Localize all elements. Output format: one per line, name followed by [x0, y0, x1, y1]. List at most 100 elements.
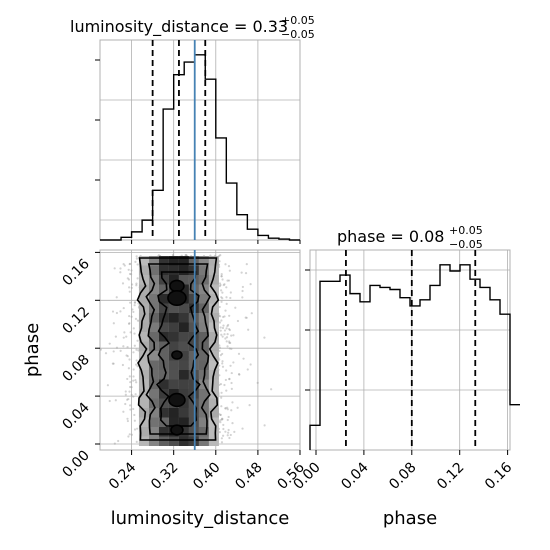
scatter-point [220, 300, 223, 303]
scatter-point [229, 433, 232, 437]
scatter-point [127, 435, 130, 438]
scatter-point [220, 441, 224, 444]
phase-hist-bar [330, 281, 340, 450]
density-cell [158, 265, 169, 275]
scatter-point [113, 442, 116, 445]
scatter-point [230, 371, 233, 375]
scatter-point [233, 430, 236, 434]
scatter-point [227, 279, 231, 282]
scatter-point [234, 306, 237, 309]
scatter-point [219, 413, 222, 416]
scatter-point [225, 327, 228, 330]
scatter-point [218, 305, 221, 309]
phase-x-tick-label: 0.12 [434, 460, 467, 493]
scatter-point [241, 285, 244, 289]
density-cell [198, 389, 209, 399]
scatter-point [124, 390, 127, 393]
density-cell [148, 322, 159, 332]
scatter-point [113, 267, 116, 270]
scatter-point [218, 346, 222, 349]
scatter-point [229, 364, 232, 367]
density-cell [198, 265, 209, 275]
phase-hist-bar [440, 265, 450, 450]
density-cell [178, 265, 189, 275]
scatter-point [220, 391, 223, 394]
luminosity-distance-title-plus: +0.05 [281, 14, 315, 27]
density-cell [208, 294, 219, 304]
scatter-point [220, 272, 223, 276]
scatter-point [130, 393, 133, 396]
density-cell [198, 436, 209, 446]
scatter-point [130, 433, 133, 436]
scatter-point [225, 336, 229, 339]
scatter-point [126, 377, 129, 381]
scatter-point [225, 286, 228, 289]
scatter-point [221, 434, 225, 437]
scatter-point [130, 273, 133, 276]
scatter-point [119, 310, 122, 313]
scatter-point [227, 323, 230, 327]
phase-hist-bar [410, 306, 420, 450]
density-cell [198, 341, 209, 351]
scatter-point [126, 398, 129, 401]
scatter-point [228, 328, 231, 332]
scatter-point [301, 367, 303, 369]
scatter-point [82, 396, 84, 398]
scatter-point [132, 375, 135, 378]
scatter-point [238, 373, 241, 376]
scatter-point [136, 427, 139, 430]
scatter-point [227, 415, 230, 419]
scatter-point [218, 282, 222, 285]
scatter-point [135, 359, 138, 362]
contour-2-sigma [145, 263, 211, 435]
density-cell [178, 370, 189, 380]
contour-3-sigma [136, 257, 220, 441]
luminosity-distance-hist-bar [184, 62, 195, 240]
scatter-point [263, 336, 266, 339]
scatter-point [132, 395, 135, 398]
y-axis-label-phase: phase [22, 323, 43, 377]
scatter-point [222, 283, 225, 287]
scatter-point [249, 282, 252, 286]
scatter-point [232, 361, 235, 364]
scatter-point [111, 310, 115, 313]
scatter-point [106, 384, 109, 387]
density-cell [158, 379, 169, 389]
phase-hist-bar [350, 294, 360, 450]
scatter-point [236, 406, 239, 409]
density-cell [178, 360, 189, 370]
scatter-point [223, 283, 226, 286]
density-cell [158, 370, 169, 380]
density-cell [168, 275, 179, 285]
scatter-point [136, 263, 139, 266]
luminosity-distance-hist-bar [132, 232, 143, 240]
scatter-point [133, 419, 136, 422]
scatter-point [221, 326, 225, 330]
density-cell [168, 313, 179, 323]
density-cell [178, 322, 189, 332]
scatter-point [231, 422, 234, 425]
luminosity-distance-x-tick-label: 0.48 [232, 460, 265, 493]
density-peak [168, 392, 186, 408]
scatter-point [220, 296, 223, 299]
density-cell [208, 379, 219, 389]
scatter-point [135, 348, 138, 351]
scatter-point [223, 315, 226, 318]
density-cell [138, 417, 149, 427]
phase-y-tick-label: 0.04 [59, 400, 92, 433]
density-cell [148, 332, 159, 342]
scatter-point [241, 296, 244, 299]
scatter-point [224, 407, 227, 410]
scatter-point [130, 386, 133, 389]
scatter-point [221, 360, 224, 363]
density-cell [208, 436, 219, 446]
density-cell [148, 398, 159, 408]
scatter-point [126, 355, 129, 358]
phase-x-tick-label: 0.04 [338, 459, 371, 492]
scatter-point [127, 397, 130, 401]
density-cell [158, 294, 169, 304]
scatter-point [122, 410, 125, 413]
scatter-point [222, 427, 225, 431]
density-cell [138, 351, 149, 361]
scatter-point [236, 319, 240, 323]
